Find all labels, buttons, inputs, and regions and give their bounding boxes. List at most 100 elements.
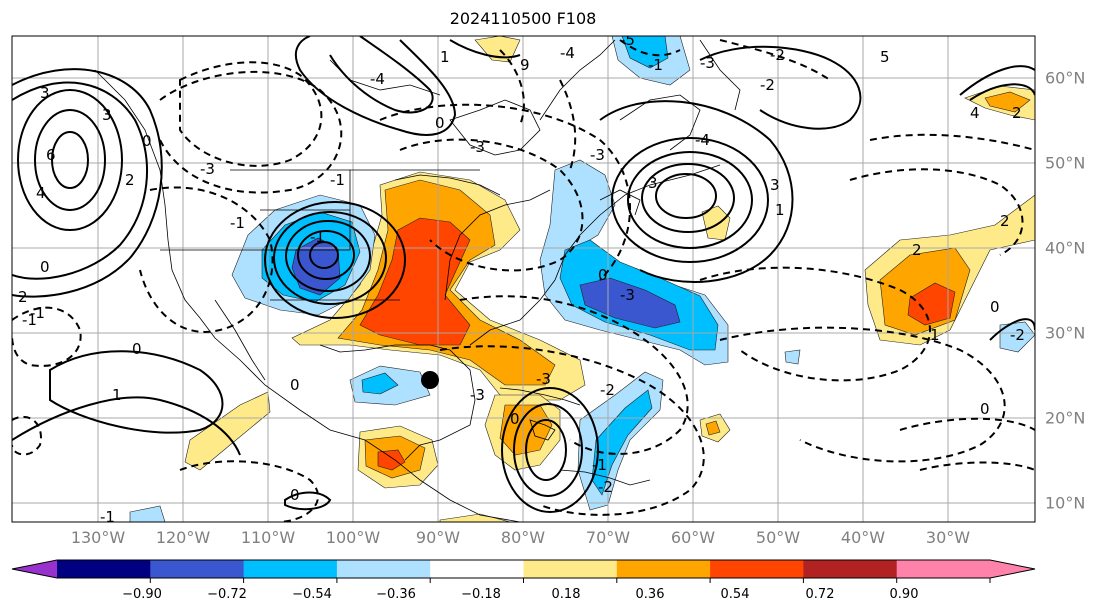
contour-label: 4 (970, 104, 980, 122)
contour-label: 3 (102, 106, 112, 124)
colorbar-segment (430, 560, 524, 578)
contour-label: -3 (470, 138, 485, 156)
contour-label: 1 (775, 201, 785, 219)
colorbar-tick-label: 0.54 (720, 587, 750, 602)
colorbar-tick-label: 0.90 (889, 587, 919, 602)
contour-label: 0 (40, 258, 50, 276)
map-frame (11, 35, 1036, 523)
contour-label: 0 (290, 486, 300, 504)
positive-anomaly-south (439, 513, 511, 522)
negative-anomaly-small (784, 349, 801, 365)
colorbar-tick-label: −0.54 (292, 587, 332, 602)
negative-anomaly-gulf-core (361, 372, 399, 395)
colorbar-segment (710, 560, 804, 578)
negative-anomaly-labrador-core (621, 36, 669, 69)
contour-label: 0 (510, 410, 520, 428)
colorbar-outline (11, 559, 1036, 579)
contour-label: 1 (112, 386, 122, 404)
contour-label: -2 (1010, 326, 1025, 344)
contour-label: -2 (770, 46, 785, 64)
contour-label: 0 (980, 400, 990, 418)
contour-label: 3 (770, 176, 780, 194)
contour-label: 4 (36, 184, 46, 202)
contour-label: -2 (598, 478, 613, 496)
colorbar-segment (523, 560, 618, 578)
contour-label: 3 (648, 174, 658, 192)
colorbar-segment (57, 560, 151, 578)
contour-label: -3 (590, 146, 605, 164)
longitude-label: 110°W (240, 528, 296, 547)
longitude-label: 100°W (325, 528, 381, 547)
contour-label: 2 (1012, 104, 1022, 122)
contour-label: -1 (330, 171, 345, 189)
negative-anomaly-southwest (129, 505, 166, 522)
contour-label: 0 (290, 376, 300, 394)
contour-label: -4 (370, 70, 385, 88)
positive-anomaly-newfoundland (701, 205, 731, 241)
colorbar-extend-high (990, 560, 1035, 578)
colorbar-segment (616, 560, 711, 578)
colorbar (11, 559, 1036, 583)
positive-anomaly-north-atlantic-core (984, 91, 1031, 113)
longitude-label: 80°W (500, 528, 546, 547)
contour-label: 0 (142, 132, 152, 150)
contour-label: -3 (470, 386, 485, 404)
latitude-label: 40°N (1045, 238, 1086, 258)
longitude-label: 130°W (70, 528, 126, 547)
contour-label: 2 (1000, 212, 1010, 230)
contour-label: -4 (695, 131, 710, 149)
positive-anomaly-pacific (184, 391, 271, 471)
longitude-label: 30°W (925, 528, 971, 547)
latitude-label: 20°N (1045, 408, 1086, 428)
contours-negative (12, 39, 1035, 522)
contour-label: 3 (40, 84, 50, 102)
colorbar-tick-label: 0.18 (551, 587, 581, 602)
colorbar-tick-label: 0.72 (805, 587, 835, 602)
plot-title: 2024110500 F108 (449, 9, 597, 28)
longitude-label: 40°W (840, 528, 886, 547)
latitude-label: 50°N (1045, 153, 1086, 173)
colorbar-tick-label: −0.36 (376, 587, 416, 602)
contour-label: -2 (760, 76, 775, 94)
contour-label: -1 (310, 228, 325, 246)
contour-label: -3 (700, 54, 715, 72)
colorbar-extend-low (12, 560, 57, 578)
negative-anomaly-west-atlantic-high (579, 277, 681, 329)
colorbar-tick-label: −0.90 (122, 587, 162, 602)
graticule (12, 36, 1035, 522)
latitude-label: 10°N (1045, 493, 1086, 513)
colorbar-segment (336, 560, 431, 578)
colorbar-segment (150, 560, 245, 578)
contour-label: -3 (200, 160, 215, 178)
negative-anomaly-east (999, 321, 1035, 353)
colorbar-segment (803, 560, 898, 578)
longitude-label: 70°W (585, 528, 631, 547)
contour-label: 1 (930, 326, 940, 344)
contour-label: -5 (620, 31, 635, 49)
contour-label: -1 (100, 508, 115, 526)
contour-label: -1 (22, 311, 37, 329)
positive-anomaly-tropical-atlantic-core (705, 420, 721, 436)
latitude-label: 60°N (1045, 68, 1086, 88)
negative-anomaly-lesser-antilles-core (591, 389, 653, 496)
contour-label: 2 (912, 241, 922, 259)
contour-label: 0 (435, 114, 445, 132)
colorbar-segment (896, 560, 991, 578)
colorbar-segment (243, 560, 338, 578)
colorbar-tick-label: −0.18 (461, 587, 501, 602)
contours-positive (12, 36, 1035, 513)
contour-label: -3 (536, 370, 551, 388)
contour-label: -1 (592, 456, 607, 474)
contour-label: -2 (600, 381, 615, 399)
contour-label: -4 (560, 44, 575, 62)
longitude-label: 60°W (670, 528, 716, 547)
contour-labels: 3 3 -4 9 1 -5 6 4 -3 -3 0 -2 -3 -4 -3 -2… (18, 31, 1025, 526)
positive-anomaly-central-america-high (377, 449, 406, 471)
contour-label: 5 (880, 48, 890, 66)
contour-label: 9 (520, 56, 530, 74)
contour-label: 2 (18, 288, 28, 306)
longitude-label: 50°W (755, 528, 801, 547)
contour-label: 0 (132, 340, 142, 358)
storm-position-marker (421, 371, 439, 389)
